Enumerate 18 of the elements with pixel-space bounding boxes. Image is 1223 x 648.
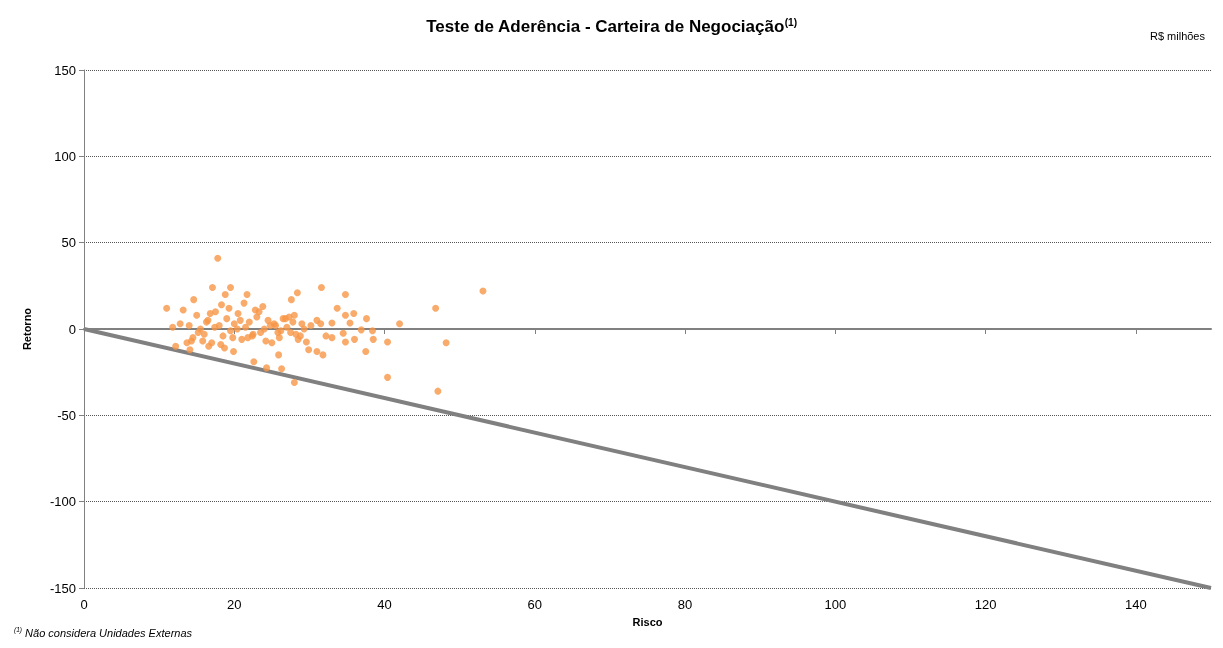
x-tick-label: 100 — [824, 597, 847, 612]
y-axis-title: Retorno — [20, 307, 33, 351]
x-tick-label: 40 — [377, 597, 392, 612]
x-tick-label: 80 — [677, 597, 693, 612]
x-tick-label: 140 — [1125, 597, 1147, 612]
x-tick-label: 0 — [80, 597, 88, 612]
y-tick-label: -100 — [49, 494, 76, 510]
x-tick-label: 20 — [227, 597, 242, 612]
x-axis-title: Risco — [632, 615, 663, 628]
y-tick-label: -50 — [57, 407, 76, 423]
y-tick-label: 100 — [54, 148, 76, 164]
y-tick-label: 50 — [61, 235, 76, 251]
y-tick-label: 150 — [54, 62, 76, 78]
y-tick-label: -150 — [49, 580, 76, 596]
x-tick-label: 60 — [527, 597, 543, 612]
text: R$ milhões — [1149, 29, 1206, 42]
x-tick-label: 120 — [974, 597, 997, 612]
y-tick-label: 0 — [68, 321, 76, 337]
